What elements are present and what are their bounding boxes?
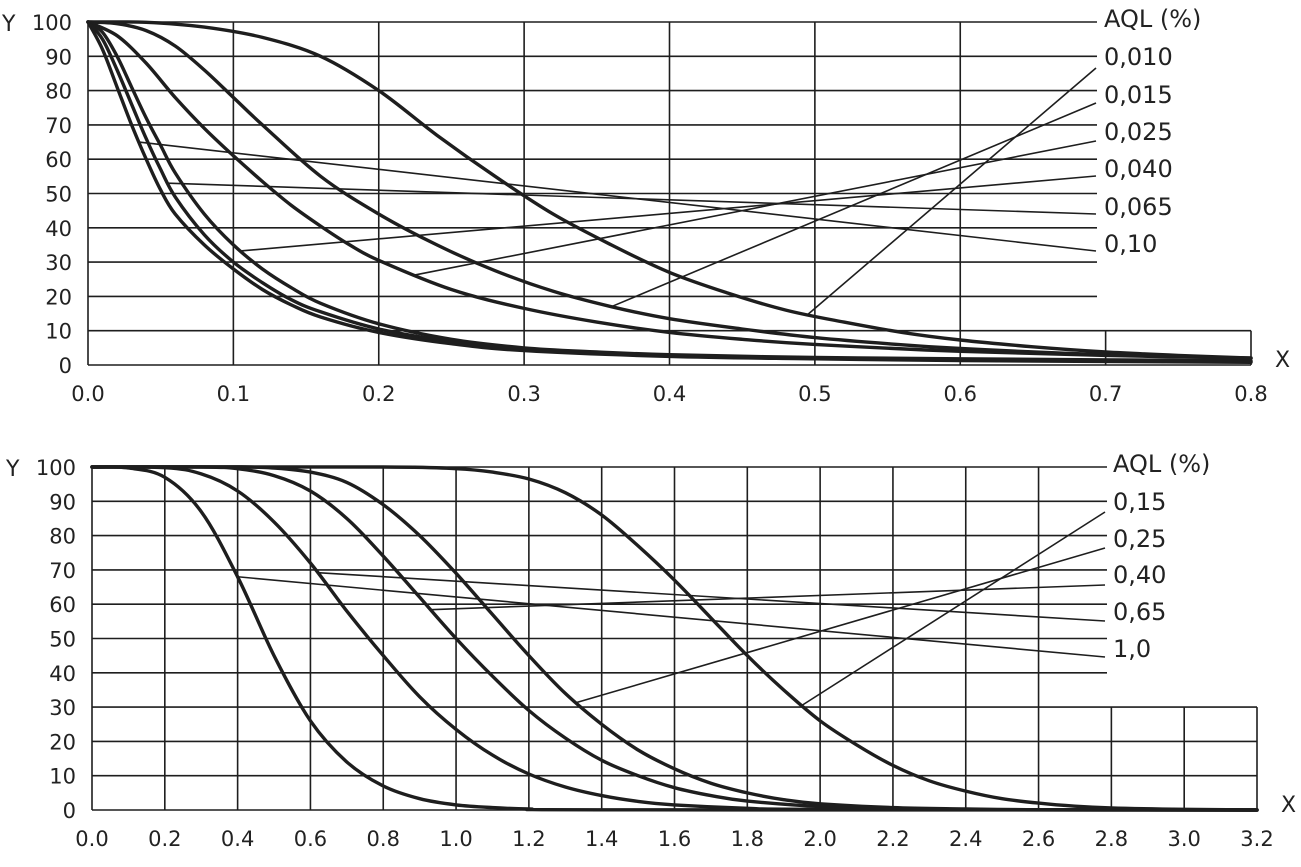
legend-title: AQL (%) [1104,5,1201,33]
x-tick-label: 2.4 [949,827,982,851]
legend-leader-line [237,575,1106,658]
x-tick-label: 0.3 [507,382,540,406]
y-tick-label: 50 [45,183,72,207]
legend-entry-label: 0,015 [1104,81,1173,109]
y-tick-label: 20 [49,730,76,754]
x-tick-label: 2.0 [803,827,836,851]
legend-leader-line [575,547,1106,704]
legend-leader-line [317,571,1106,622]
chart-bottom-aql-015-to-10: 0.0 0.2 0.4 0.6 0.8 1.0 1.2 1.4 1.6 1.8 2.0 2.2 2.4 2… [5,450,1296,851]
y-tick-label: 30 [49,696,76,720]
y-tick-label: 80 [49,525,76,549]
y-tick-label: 70 [45,114,72,138]
y-tick-label: 100 [32,11,72,35]
legend-leader-line [430,584,1106,611]
x-tick-label: 0.6 [944,382,977,406]
x-tick-label: 3.2 [1240,827,1273,851]
x-tick-label: 0.7 [1089,382,1122,406]
x-tick-label: 2.8 [1095,827,1128,851]
legend-entry-label: 0,40 [1113,561,1166,589]
x-tick-label: 1.0 [439,827,472,851]
x-tick-label: 0.5 [798,382,831,406]
oc-curve [86,20,1253,360]
legend-entry-label: 0,25 [1113,525,1166,553]
x-tick-label: 0.0 [71,382,104,406]
legend-entry-label: 0,040 [1104,155,1173,183]
legend-entry-label: 0,65 [1113,598,1166,626]
oc-curve [86,20,1253,360]
x-axis-label: X [1281,793,1296,818]
y-tick-label: 80 [45,80,72,104]
y-tick-label: 40 [45,217,72,241]
y-axis-label: Y [5,457,20,482]
x-tick-label: 2.6 [1022,827,1055,851]
x-tick-label: 2.2 [876,827,909,851]
oc-curve [90,465,1259,812]
y-tick-label: 100 [36,456,76,480]
y-tick-label: 0 [63,799,76,823]
y-tick-label: 60 [49,593,76,617]
oc-curve [86,20,1253,364]
y-tick-label: 40 [49,662,76,686]
y-tick-label: 90 [45,45,72,69]
x-tick-label: 3.0 [1167,827,1200,851]
y-tick-label: 30 [45,251,72,275]
x-tick-label: 0.0 [75,827,108,851]
x-tick-label: 0.2 [362,382,395,406]
x-tick-label: 1.8 [731,827,764,851]
legend-entry-label: 0,15 [1113,488,1166,516]
y-tick-label: 0 [59,354,72,378]
y-tick-label: 90 [49,490,76,514]
x-tick-label: 0.6 [294,827,327,851]
legend-leader-line [807,67,1097,316]
legend-entry-label: 1,0 [1113,635,1151,663]
legend-entry-label: 0,10 [1104,230,1157,258]
y-axis-label: Y [1,12,16,37]
legend-title: AQL (%) [1113,450,1210,478]
x-tick-label: 0.8 [1234,382,1267,406]
y-tick-label: 10 [45,320,72,344]
x-tick-label: 1.6 [658,827,691,851]
x-tick-label: 1.4 [585,827,618,851]
y-tick-label: 50 [49,628,76,652]
oc-curve [86,20,1253,360]
x-tick-label: 1.2 [512,827,545,851]
legend-entry-label: 0,010 [1104,43,1173,71]
y-tick-label: 70 [49,559,76,583]
legend-leader-line [414,140,1097,276]
y-tick-label: 10 [49,765,76,789]
legend-leader-line [611,102,1097,308]
x-tick-label: 0.8 [367,827,400,851]
x-tick-label: 0.4 [653,382,686,406]
legend-leader-line [240,175,1097,252]
y-tick-label: 20 [45,285,72,309]
legend-entry-label: 0,025 [1104,118,1173,146]
x-tick-label: 0.2 [148,827,181,851]
legend-entry-label: 0,065 [1104,193,1173,221]
x-tick-label: 0.4 [221,827,254,851]
x-tick-label: 0.1 [217,382,250,406]
legend-leader-line [138,141,1097,252]
x-axis-label: X [1275,348,1290,373]
chart-top-aql-0010-to-010: 0.0 0.1 0.2 0.3 0.4 0.5 0.6 0.7 0.8 0 10 20 30 40 50 60… [1,5,1290,406]
y-tick-label: 60 [45,148,72,172]
legend-leader-line [801,511,1106,707]
oc-curve [90,465,1259,812]
